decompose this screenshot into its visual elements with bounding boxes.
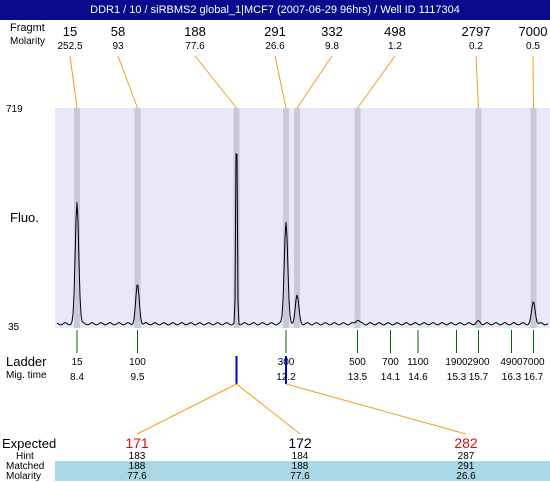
ladder-size-label: 1900 <box>445 357 468 368</box>
expected-value: 171 <box>125 435 149 451</box>
expected-link-line-2 <box>236 383 301 435</box>
peak-callout-line-7000 <box>532 55 534 109</box>
y-axis-label: Fluo. <box>10 210 39 225</box>
matched-value: 188 <box>128 461 146 472</box>
ladder-row-label: Ladder <box>6 354 47 369</box>
ladder-time-label: 15.3 <box>446 372 467 383</box>
peak-fragment-label: 188 <box>184 24 206 39</box>
peak-molarity-label: 1.2 <box>388 41 402 52</box>
peak-band-15 <box>74 108 80 328</box>
molarity-value: 26.6 <box>456 471 476 482</box>
ladder-size-label: 1100 <box>407 357 429 368</box>
peak-callout-line-498 <box>357 55 396 109</box>
peak-callout-line-58 <box>117 55 138 109</box>
peak-molarity-label: 9.8 <box>325 41 339 52</box>
expected-link-line-3 <box>285 383 467 435</box>
ladder-size-label: 100 <box>129 357 146 368</box>
ladder-size-label: 500 <box>349 357 366 368</box>
peak-band-332 <box>294 108 300 328</box>
matched-row-highlight <box>55 461 550 471</box>
peak-callout-line-332 <box>296 55 333 109</box>
hint-value: 287 <box>457 451 475 462</box>
ladder-time-label: 16.7 <box>523 372 544 383</box>
molarity-value: 77.6 <box>127 471 147 482</box>
peak-callout-line-291 <box>274 55 287 109</box>
peak-band-7000 <box>530 108 537 328</box>
peak-band-2797 <box>475 108 482 328</box>
ladder-size-label: 4900 <box>500 357 523 368</box>
matched-row-label: Matched <box>6 461 45 472</box>
peak-molarity-label: 0.5 <box>526 41 540 52</box>
ladder-time-label: 16.3 <box>501 372 522 383</box>
expected-row-label: Expected <box>2 436 57 451</box>
ladder-time-label: 13.5 <box>347 372 368 383</box>
y-axis-min-label: 35 <box>8 322 20 333</box>
peak-molarity-label: 77.6 <box>185 41 205 52</box>
molarity-row-highlight <box>55 471 550 481</box>
ladder-size-label: 300 <box>277 357 295 368</box>
peak-band-498 <box>354 108 361 328</box>
matched-value: 291 <box>457 461 475 472</box>
peak-molarity-label: 252.5 <box>57 41 83 52</box>
y-axis-max-label: 719 <box>6 104 23 115</box>
peak-fragment-label: 291 <box>264 24 286 39</box>
ladder-time-label: 8.4 <box>70 372 84 383</box>
peak-fragment-label: 58 <box>110 24 126 39</box>
peak-fragment-label: 7000 <box>518 24 548 39</box>
molarity-row-label: Molarity <box>10 36 46 47</box>
ladder-time-label: 14.6 <box>408 372 428 383</box>
fragment-row-label: Fragmt <box>10 22 45 34</box>
peak-callout-line-15 <box>69 55 78 109</box>
ladder-time-label: 9.5 <box>130 372 145 383</box>
peak-fragment-label: 15 <box>62 24 78 39</box>
peak-band-188 <box>233 108 240 328</box>
ladder-time-label: 14.1 <box>380 372 401 383</box>
ladder-time-label: 15.7 <box>468 372 489 383</box>
peak-band-58 <box>134 108 141 328</box>
peak-callout-line-188 <box>194 55 237 109</box>
peak-molarity-label: 93 <box>112 41 124 52</box>
peak-molarity-label: 26.6 <box>265 41 285 52</box>
peak-fragment-label: 332 <box>321 24 343 39</box>
peak-molarity-label: 0.2 <box>469 41 483 52</box>
expected-link-line-1 <box>136 383 237 435</box>
fluorescence-trace <box>56 152 549 326</box>
mig-time-row-label: Mig. time <box>6 370 47 381</box>
molarity-value: 77.6 <box>290 471 310 482</box>
window-title: DDR1 / 10 / siRBMS2 global_1|MCF7 (2007-… <box>0 0 550 20</box>
hint-value: 184 <box>291 451 309 462</box>
peak-band-291 <box>283 108 289 328</box>
ladder-size-label: 15 <box>71 357 83 368</box>
hint-value: 183 <box>128 451 146 462</box>
ladder-time-label: 12.2 <box>276 372 296 383</box>
peak-fragment-label: 498 <box>384 24 406 39</box>
molarity-table-row-label: Molarity <box>6 471 42 482</box>
hint-row-label: Hint <box>16 451 34 462</box>
peak-callout-line-2797 <box>475 55 479 109</box>
ladder-size-label: 700 <box>382 357 399 368</box>
matched-value: 188 <box>291 461 309 472</box>
ladder-size-label: 2900 <box>467 357 490 368</box>
ladder-size-label: 7000 <box>522 357 545 368</box>
peak-fragment-label: 2797 <box>461 24 491 39</box>
expected-value: 172 <box>288 435 312 451</box>
expected-value: 282 <box>454 435 478 451</box>
